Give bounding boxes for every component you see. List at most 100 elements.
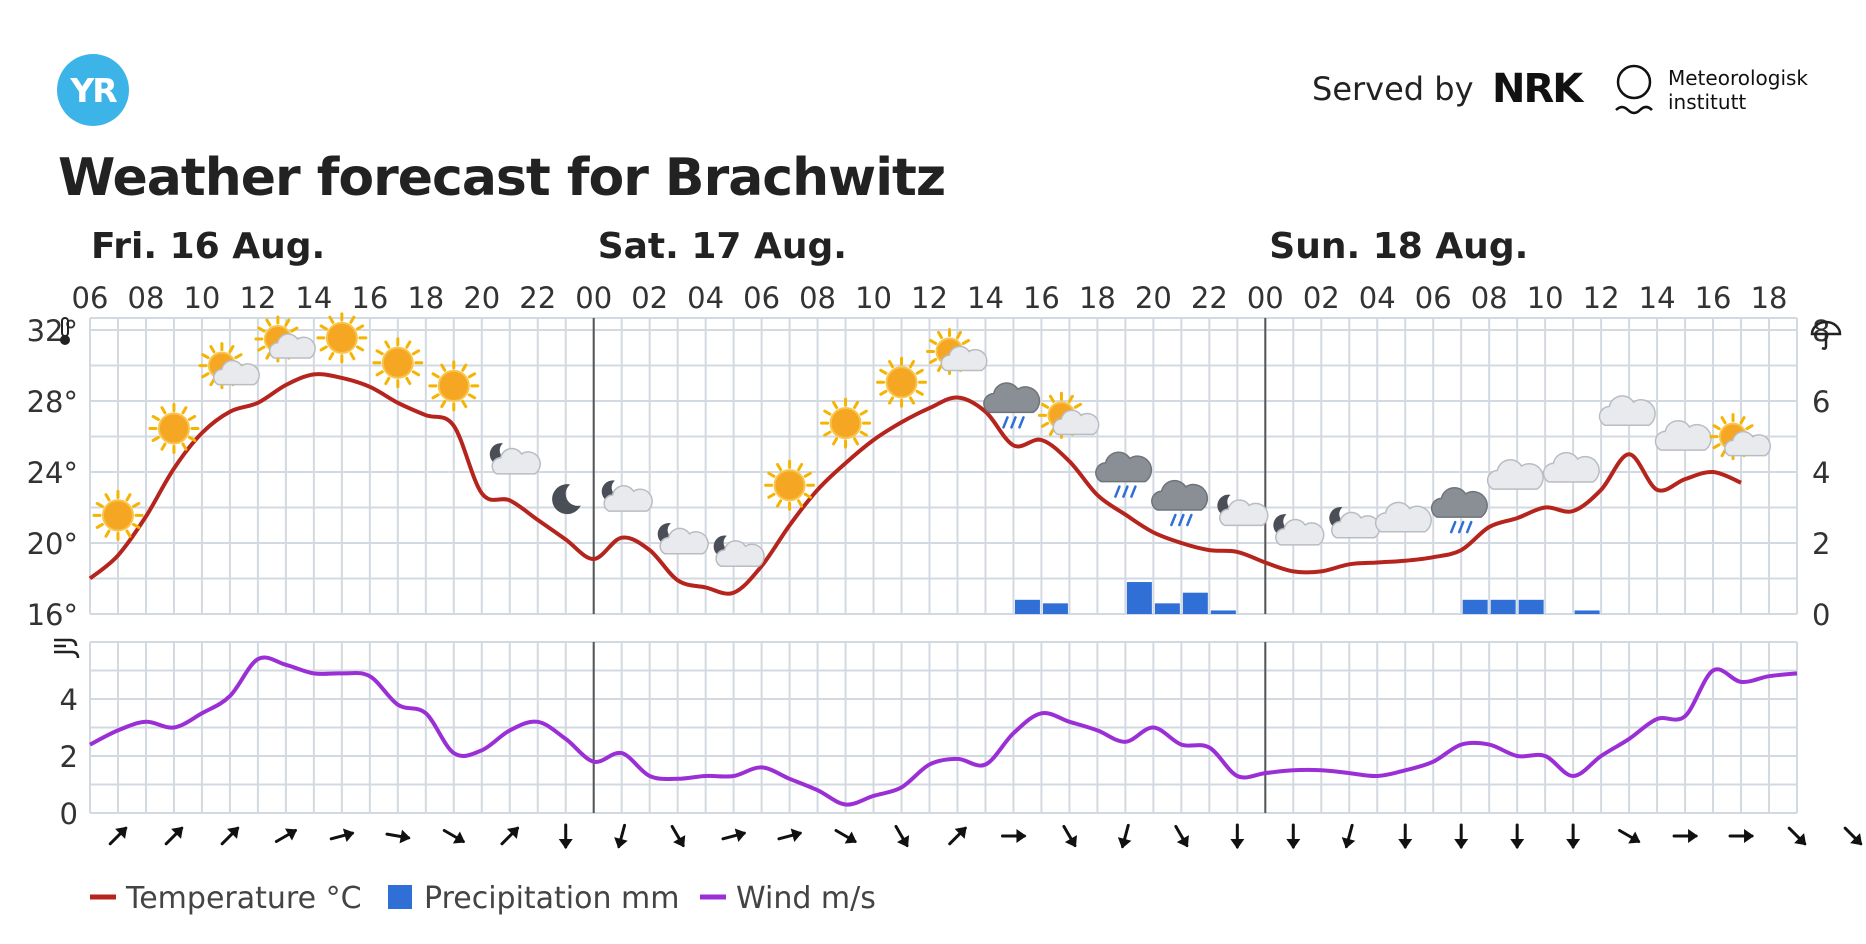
arrow-head [1176, 835, 1189, 848]
sun-ray [440, 399, 447, 409]
sun-ray [440, 363, 447, 372]
sun-disc [101, 499, 134, 532]
sun-ray [132, 501, 141, 508]
sun-ray [265, 318, 272, 327]
wind-stroke [54, 638, 78, 647]
sun-icon [876, 356, 928, 408]
sun-ray [909, 360, 916, 369]
rain-drop [1170, 513, 1177, 527]
arrow-head [1850, 833, 1863, 846]
legend-wind-label: Wind m/s [736, 881, 876, 916]
rain-drop [1010, 416, 1017, 429]
thermometer-icon [60, 317, 70, 345]
sun-ray [201, 353, 210, 360]
cloud-shape [268, 333, 316, 359]
cloud-shape [1095, 451, 1153, 483]
precipitation-bar [1126, 582, 1152, 614]
arrow-head [1454, 839, 1469, 849]
sun-ray [188, 435, 197, 442]
moon-shape [552, 484, 581, 515]
sun-icon [428, 360, 480, 412]
partly-cloudy-night-icon [489, 443, 541, 475]
hour-tick-label: 14 [967, 281, 1004, 315]
wind-direction-arrow [948, 826, 967, 846]
wind-line [89, 655, 1798, 807]
arrow-head [284, 828, 298, 841]
sun-ray [384, 376, 391, 386]
sun-ray [461, 399, 468, 409]
sun-ray [209, 345, 216, 354]
temperature-tick-label: 16° [27, 598, 78, 632]
sun-ray [1720, 449, 1727, 458]
sun-ray [853, 400, 860, 410]
sun-ray [181, 442, 188, 451]
cloud-icon [1654, 420, 1712, 451]
rain-drop [1114, 485, 1121, 498]
sun-ray [767, 471, 776, 478]
sun-ray [384, 340, 391, 349]
weather-symbols [92, 312, 1772, 567]
wind-direction-arrow [442, 829, 466, 844]
partly-cloudy-day-icon [1709, 413, 1772, 461]
wind-direction-arrow [1618, 829, 1641, 844]
arrow-head [1510, 839, 1525, 849]
hour-tick-label: 00 [1247, 281, 1284, 315]
sun-ray [411, 370, 421, 377]
arrow-head [1688, 829, 1699, 843]
sun-ray [1067, 394, 1074, 403]
temperature-tick-label: 24° [27, 456, 78, 490]
hour-tick-label: 00 [575, 281, 612, 315]
temperature-tick-label: 28° [27, 385, 78, 419]
sun-ray [160, 406, 167, 415]
wind-direction-arrow [274, 828, 298, 843]
precipitation-bar [1042, 603, 1068, 614]
arrow-head [1398, 839, 1413, 849]
hour-tick-label: 06 [72, 281, 109, 315]
wind-tick-label: 0 [60, 797, 78, 831]
sun-ray [431, 372, 440, 379]
sun-ray [467, 393, 477, 400]
cloud-shape [603, 485, 653, 512]
sun-ray [104, 529, 111, 538]
cloud-icon [1486, 459, 1544, 490]
sun-ray [1048, 427, 1055, 436]
partly-cloudy-night-icon [1329, 507, 1381, 539]
sun-ray [95, 522, 104, 529]
precipitation-bar [1182, 592, 1208, 614]
hour-tick-label: 18 [1079, 281, 1116, 315]
sun-ray [257, 345, 266, 352]
partly-cloudy-day-icon [198, 342, 260, 390]
wind-direction-arrow [1566, 823, 1581, 849]
chart-legend: Temperature °C Precipitation mm Wind m/s [90, 881, 876, 916]
partly-cloudy-night-icon [1217, 494, 1269, 527]
arrow-head [954, 826, 967, 839]
hour-tick-label: 20 [1135, 281, 1172, 315]
temperature-tick-label: 32° [27, 314, 78, 348]
hour-tick-label: 08 [1471, 281, 1508, 315]
arrow-head [1744, 829, 1755, 843]
cloud-shape [1151, 479, 1209, 511]
arrow-head [1794, 833, 1807, 846]
wind-direction-arrow [777, 828, 803, 842]
sun-disc [381, 346, 414, 379]
sun-ray [467, 372, 477, 379]
arrow-head [1230, 839, 1245, 849]
partly-cloudy-night-icon [1273, 514, 1325, 546]
arrow-head [790, 828, 803, 842]
rain-drop [1186, 513, 1193, 527]
day-labels: Fri. 16 Aug. Sat. 17 Aug. Sun. 18 Aug. [91, 226, 1528, 267]
wind-direction-arrow [1398, 823, 1413, 849]
sun-ray [1040, 402, 1050, 409]
arrow-head [1628, 831, 1641, 844]
precipitation-bar [1518, 599, 1544, 614]
hour-tick-label: 14 [295, 281, 332, 315]
sun-ray [915, 389, 924, 396]
wind-direction-arrow [1454, 823, 1469, 849]
cloud-shape [1052, 409, 1100, 436]
precipitation-bar [1154, 603, 1180, 614]
hour-tick-label: 22 [1191, 281, 1228, 315]
arrow-head [1286, 839, 1301, 849]
wind-direction-arrow [385, 829, 411, 844]
rain-drop [1449, 520, 1457, 534]
wind-icon [54, 638, 80, 659]
